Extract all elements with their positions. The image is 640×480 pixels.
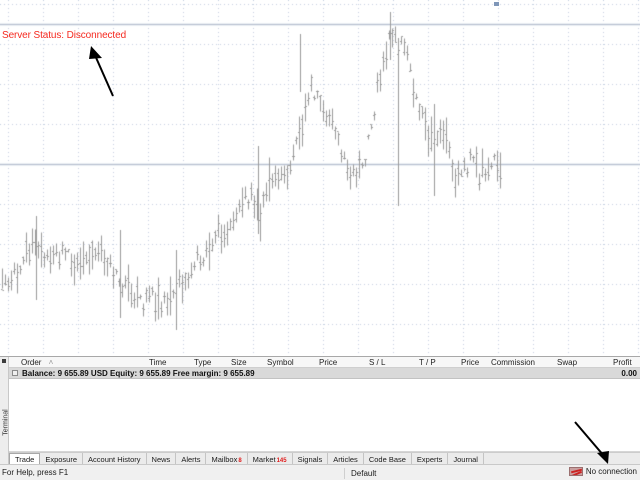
tab-alerts[interactable]: Alerts (176, 453, 207, 465)
column-header-commission[interactable]: Commission (491, 358, 536, 367)
column-header-price[interactable]: Price (461, 358, 480, 367)
server-status-annotation: Server Status: Disconnected (2, 30, 127, 41)
tab-signals[interactable]: Signals (292, 453, 329, 465)
column-header-time[interactable]: Time (149, 358, 167, 367)
tab-exposure[interactable]: Exposure (40, 453, 84, 465)
tab-badge-count: 8 (238, 458, 242, 464)
column-header-order[interactable]: Order (21, 358, 42, 367)
tab-label: Account History (88, 454, 141, 464)
account-summary-profit: 0.00 (621, 369, 637, 378)
connection-status[interactable]: No connection (568, 467, 637, 476)
sort-indicator-icon: ˄ (47, 358, 54, 367)
column-header-price[interactable]: Price (319, 358, 338, 367)
tab-label: Signals (297, 454, 323, 464)
column-header-t-p[interactable]: T / P (419, 358, 436, 367)
tab-experts[interactable]: Experts (411, 453, 449, 465)
trade-table-header[interactable]: Order Time Type Size Symbol Price S / L T / P Pr… (9, 357, 640, 368)
tab-label: Alerts (181, 454, 201, 464)
connection-status-label: No connection (585, 467, 637, 476)
column-header-swap[interactable]: Swap (557, 358, 578, 367)
tab-label: Mailbox (211, 454, 238, 464)
column-header-size[interactable]: Size (231, 358, 247, 367)
tab-label: Journal (453, 454, 478, 464)
tab-label: Code Base (368, 454, 406, 464)
status-help-text: For Help, press F1 (2, 468, 69, 477)
terminal-sidebar[interactable]: Terminal (0, 357, 10, 465)
terminal-tab-bar[interactable]: Trade Exposure Account History News Alerts Ma… (9, 452, 640, 465)
tab-code-base[interactable]: Code Base (363, 453, 412, 465)
annotation-arrow-up-icon (89, 46, 114, 97)
tab-badge-count: 145 (276, 458, 287, 464)
tab-articles[interactable]: Articles (328, 453, 364, 465)
tab-label: Articles (333, 454, 358, 464)
tab-label: Experts (416, 454, 443, 464)
tab-trade[interactable]: Trade (9, 453, 41, 465)
terminal-panel[interactable]: Terminal Order Time Type Size Symbol Price S /… (0, 356, 640, 465)
tab-label: Exposure (45, 454, 78, 464)
tab-news[interactable]: News (146, 453, 177, 465)
signal-bars-icon (568, 467, 583, 476)
status-profile-label[interactable]: Default (344, 468, 376, 479)
terminal-pin-icon[interactable] (2, 359, 6, 363)
tab-label: News (151, 454, 171, 464)
tab-mailbox[interactable]: Mailbox 8 (206, 453, 248, 465)
terminal-body: Order Time Type Size Symbol Price S / L T / P Pr… (9, 357, 640, 465)
column-header-s-l[interactable]: S / L (369, 358, 386, 367)
price-chart[interactable]: Server Status: Disconnected (0, 0, 640, 356)
status-bar: For Help, press F1 Default No connection (0, 464, 640, 480)
tab-account-history[interactable]: Account History (83, 453, 147, 465)
chart-price-bars (0, 0, 640, 356)
tab-label: Market (252, 454, 276, 464)
trade-table-empty-area[interactable] (9, 380, 640, 452)
column-header-type[interactable]: Type (194, 358, 212, 367)
tab-label: Trade (15, 455, 35, 464)
account-summary-row[interactable]: Balance: 9 655.89 USD Equity: 9 655.89 F… (9, 368, 640, 379)
account-summary-text: Balance: 9 655.89 USD Equity: 9 655.89 F… (22, 369, 255, 378)
chart-object-marker[interactable] (494, 2, 499, 6)
column-header-symbol[interactable]: Symbol (267, 358, 294, 367)
tab-journal[interactable]: Journal (448, 453, 484, 465)
column-header-profit[interactable]: Profit (613, 358, 632, 367)
tab-market[interactable]: Market 145 (247, 453, 293, 465)
summary-expander-icon[interactable] (12, 370, 18, 376)
